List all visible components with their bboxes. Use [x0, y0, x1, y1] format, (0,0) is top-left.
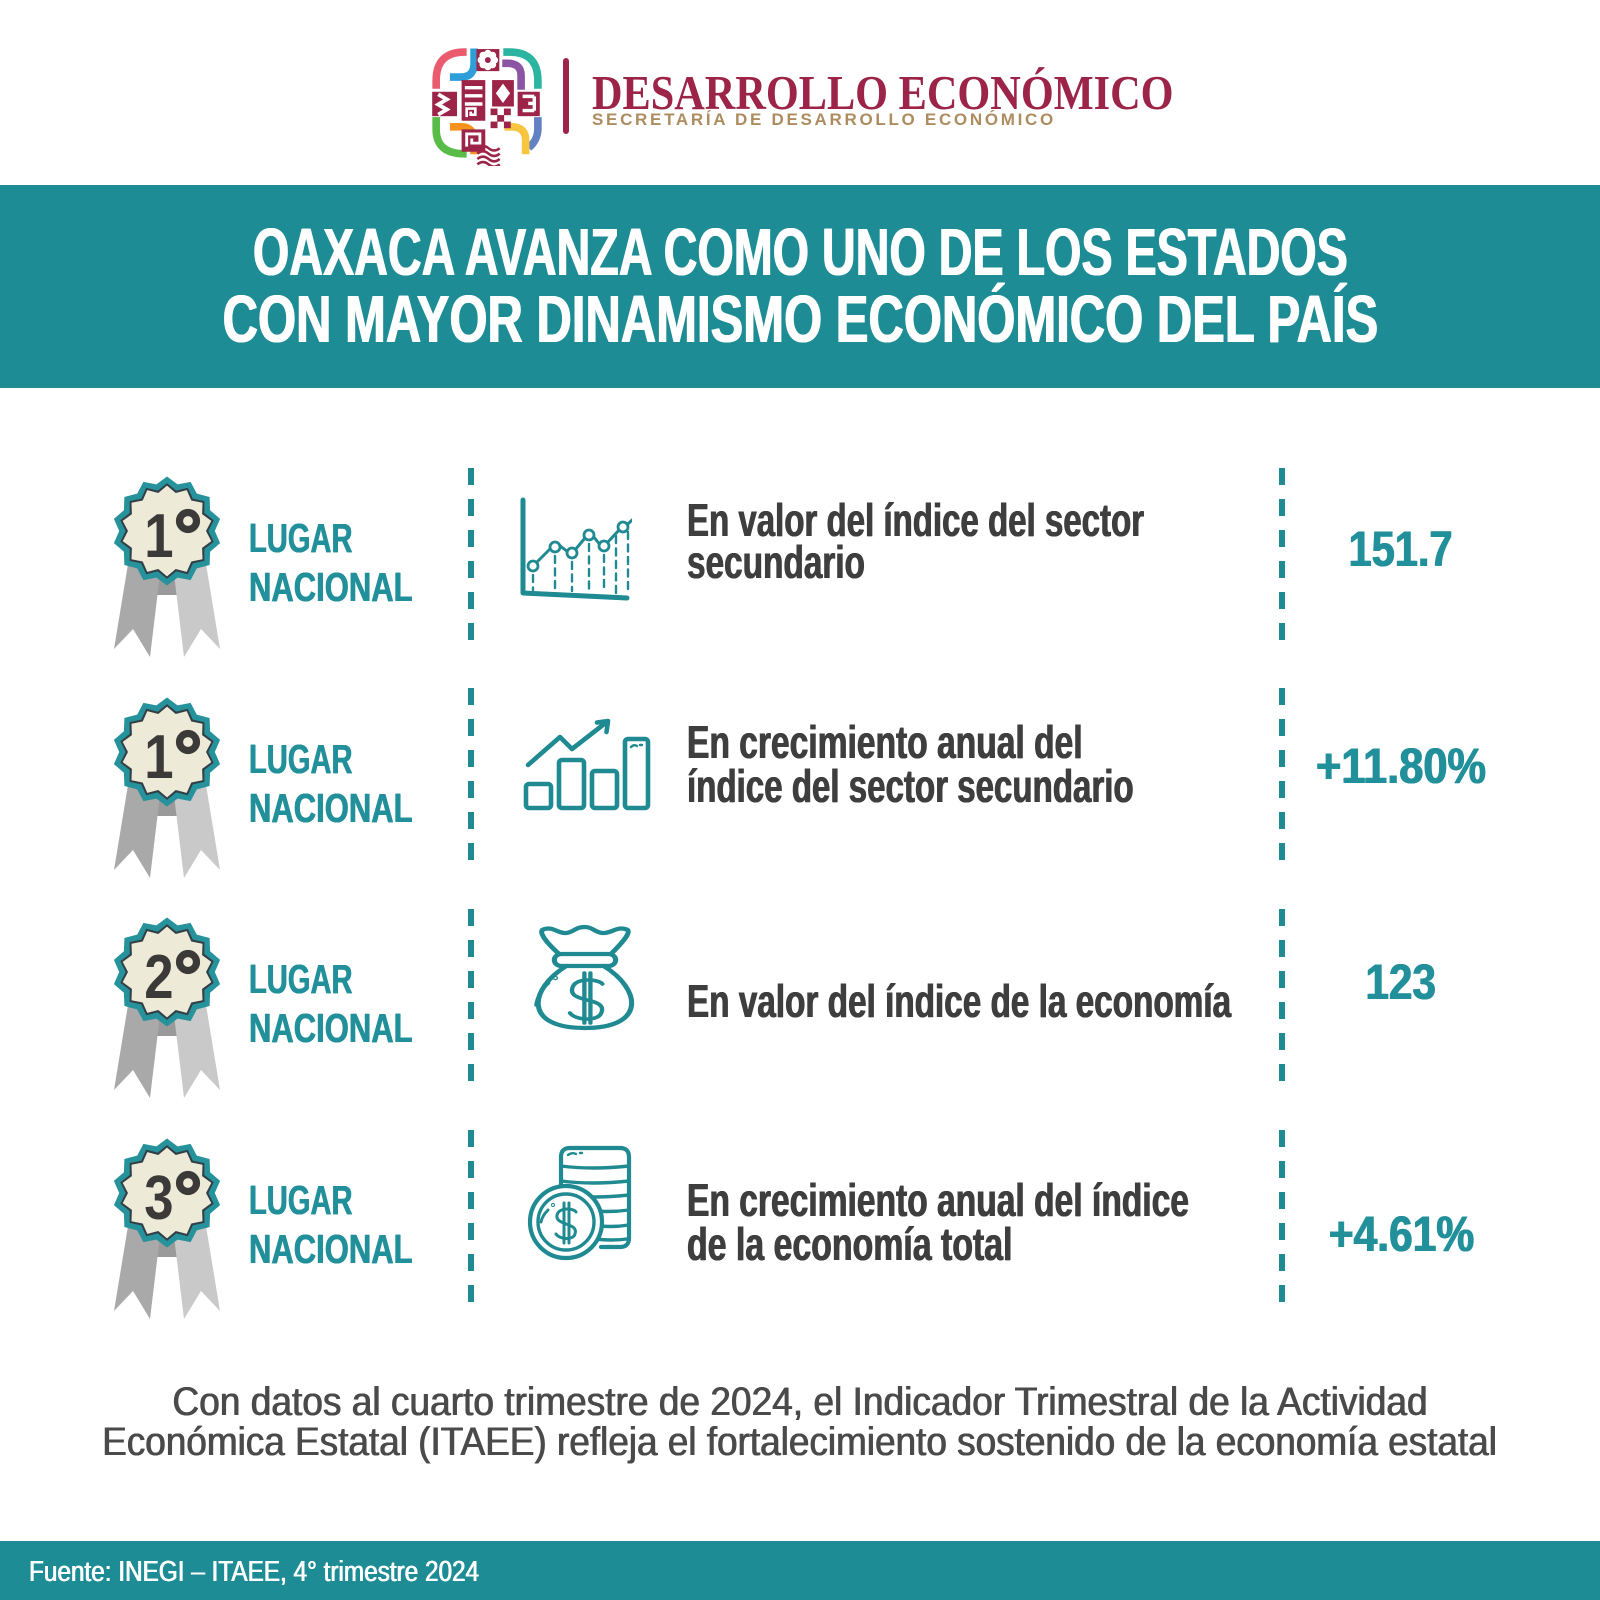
svg-text:1: 1 [144, 502, 173, 571]
svg-text:3: 3 [144, 1164, 173, 1233]
svg-text:2: 2 [144, 943, 173, 1012]
svg-text:1: 1 [144, 723, 173, 792]
